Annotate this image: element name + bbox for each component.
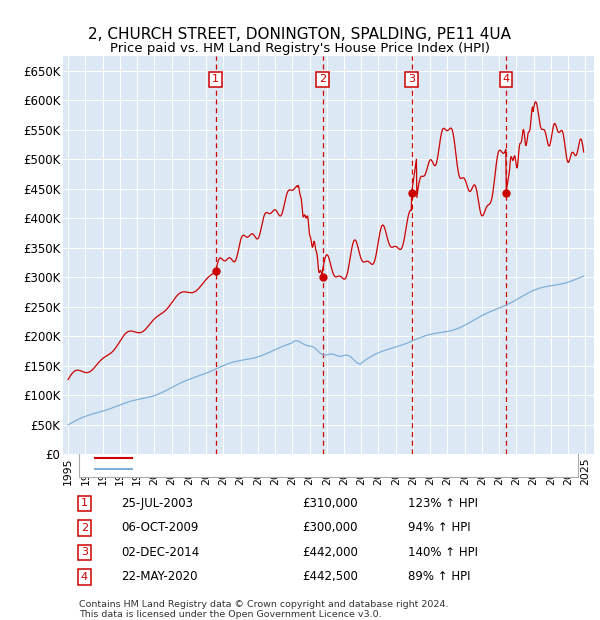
Text: 3: 3 (408, 74, 415, 84)
Text: 140% ↑ HPI: 140% ↑ HPI (408, 546, 478, 559)
Text: 4: 4 (502, 74, 509, 84)
Text: 94% ↑ HPI: 94% ↑ HPI (408, 521, 471, 534)
Text: 3: 3 (81, 547, 88, 557)
Text: 22-MAY-2020: 22-MAY-2020 (121, 570, 198, 583)
Text: 123% ↑ HPI: 123% ↑ HPI (408, 497, 478, 510)
Text: 02-DEC-2014: 02-DEC-2014 (121, 546, 200, 559)
Text: 2, CHURCH STREET, DONINGTON, SPALDING, PE11 4UA (detached house): 2, CHURCH STREET, DONINGTON, SPALDING, P… (143, 453, 545, 463)
Text: £442,000: £442,000 (302, 546, 358, 559)
Text: 89% ↑ HPI: 89% ↑ HPI (408, 570, 470, 583)
Text: 1: 1 (81, 498, 88, 508)
Text: £310,000: £310,000 (302, 497, 358, 510)
Text: 4: 4 (80, 572, 88, 582)
Text: 2: 2 (80, 523, 88, 533)
Text: £300,000: £300,000 (302, 521, 358, 534)
Text: 1: 1 (212, 74, 219, 84)
Text: HPI: Average price, detached house, South Holland: HPI: Average price, detached house, Sout… (143, 464, 422, 474)
Text: £442,500: £442,500 (302, 570, 358, 583)
Text: Contains HM Land Registry data © Crown copyright and database right 2024.
This d: Contains HM Land Registry data © Crown c… (79, 600, 448, 619)
Text: 2, CHURCH STREET, DONINGTON, SPALDING, PE11 4UA: 2, CHURCH STREET, DONINGTON, SPALDING, P… (89, 27, 511, 42)
Text: 2: 2 (319, 74, 326, 84)
Text: 25-JUL-2003: 25-JUL-2003 (121, 497, 193, 510)
Text: 06-OCT-2009: 06-OCT-2009 (121, 521, 199, 534)
Text: Price paid vs. HM Land Registry's House Price Index (HPI): Price paid vs. HM Land Registry's House … (110, 42, 490, 55)
